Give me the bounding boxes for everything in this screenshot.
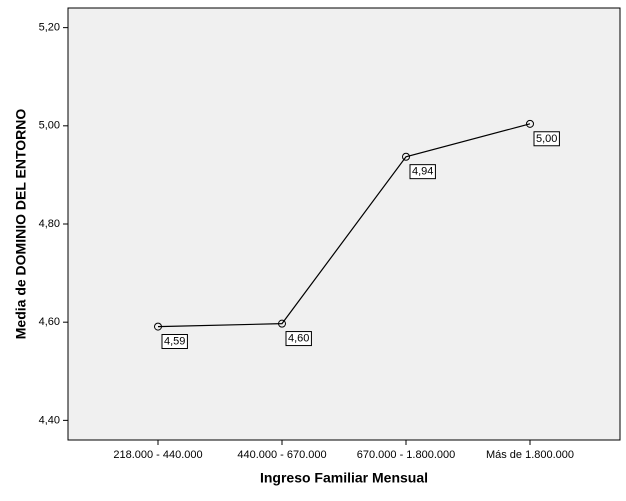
y-tick-label: 4,40 [39, 414, 60, 426]
data-label-box [533, 131, 560, 147]
y-tick-label: 4,60 [39, 316, 60, 328]
y-tick-label: 5,00 [39, 120, 60, 132]
data-label-box [285, 331, 312, 347]
x-tick-label: 670.000 - 1.800.000 [357, 449, 455, 461]
y-tick-label: 5,20 [39, 22, 60, 34]
data-point [278, 319, 286, 328]
data-label: 4,59 [164, 336, 185, 348]
x-tick-label: 440.000 - 670.000 [237, 449, 326, 461]
y-axis-title: Media de DOMINIO DEL ENTORNO [13, 109, 29, 340]
y-tick-label: 4,80 [39, 218, 60, 230]
plot-area [67, 7, 621, 441]
data-label: 4,94 [412, 166, 433, 178]
data-point [402, 152, 410, 161]
data-line [157, 123, 531, 328]
data-label: 4,60 [288, 333, 309, 345]
data-label-box [409, 164, 436, 180]
x-axis-title: Ingreso Familiar Mensual [260, 470, 428, 486]
x-tick-label: 218.000 - 440.000 [113, 449, 202, 461]
data-label: 5,00 [536, 133, 557, 145]
data-label-box [161, 334, 188, 350]
x-tick-label: Más de 1.800.000 [486, 449, 574, 461]
data-point [526, 119, 534, 128]
data-point [154, 322, 162, 331]
